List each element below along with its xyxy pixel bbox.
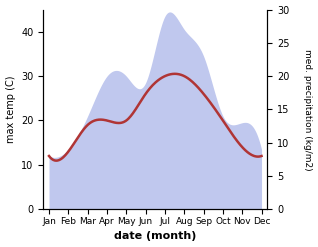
Y-axis label: max temp (C): max temp (C) — [5, 76, 16, 143]
Y-axis label: med. precipitation (kg/m2): med. precipitation (kg/m2) — [303, 49, 313, 170]
X-axis label: date (month): date (month) — [114, 231, 197, 242]
